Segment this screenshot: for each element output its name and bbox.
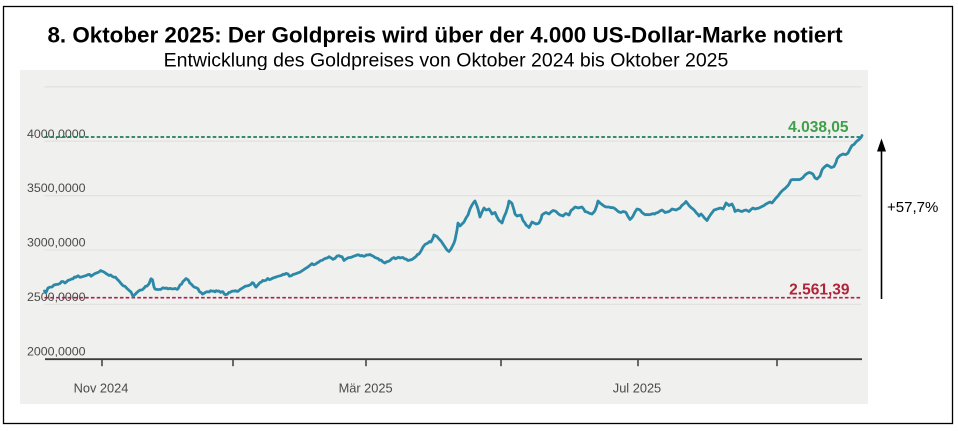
svg-text:2.561,39: 2.561,39 <box>789 281 850 298</box>
svg-text:Mär 2025: Mär 2025 <box>339 381 393 396</box>
svg-text:Jul 2025: Jul 2025 <box>613 381 661 396</box>
svg-text:2000,0000: 2000,0000 <box>27 344 86 358</box>
svg-text:3500,0000: 3500,0000 <box>27 181 86 195</box>
svg-text:4000,0000: 4000,0000 <box>27 127 86 141</box>
svg-text:+57,7%: +57,7% <box>887 199 938 216</box>
svg-text:Nov 2024: Nov 2024 <box>74 381 129 396</box>
svg-text:Entwicklung des Goldpreises vo: Entwicklung des Goldpreises von Oktober … <box>164 49 729 71</box>
svg-text:8. Oktober 2025: Der Goldpreis: 8. Oktober 2025: Der Goldpreis wird über… <box>47 22 843 47</box>
svg-text:3000,0000: 3000,0000 <box>27 236 86 250</box>
svg-text:4.038,05: 4.038,05 <box>788 119 849 136</box>
